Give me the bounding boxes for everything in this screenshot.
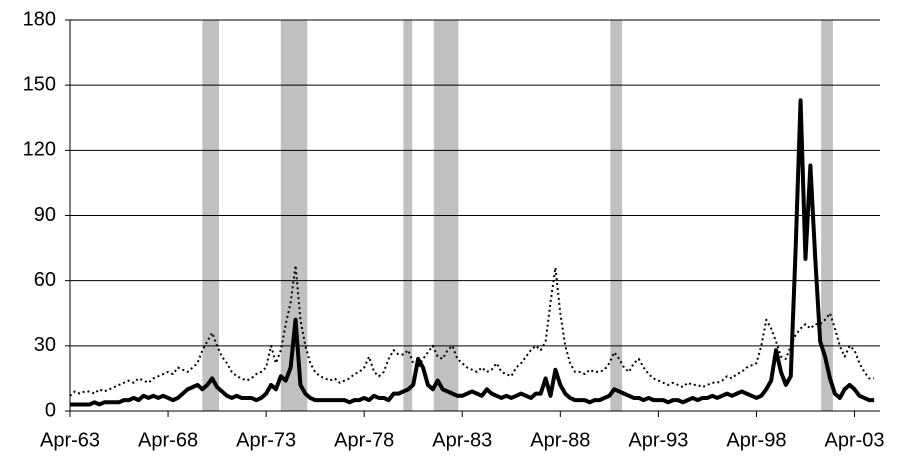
x-tick-label: Apr-78 — [334, 429, 394, 451]
x-tick-label: Apr-88 — [530, 429, 590, 451]
series-line — [70, 98, 875, 407]
x-tick-label: Apr-68 — [138, 429, 198, 451]
y-tick-label: 120 — [23, 139, 56, 161]
y-tick-label: 0 — [45, 399, 56, 421]
y-tick-label: 180 — [23, 8, 56, 30]
y-tick-label: 90 — [34, 204, 56, 226]
x-tick-label: Apr-73 — [236, 429, 296, 451]
x-tick-label: Apr-98 — [726, 429, 786, 451]
x-tick-label: Apr-93 — [628, 429, 688, 451]
series-line — [69, 264, 875, 397]
x-tick-label: Apr-63 — [40, 429, 100, 451]
y-tick-label: 30 — [34, 334, 56, 356]
y-tick-label: 150 — [23, 73, 56, 95]
x-tick-label: Apr-83 — [432, 429, 492, 451]
y-tick-label: 60 — [34, 269, 56, 291]
x-tick-label: Apr-03 — [824, 429, 884, 451]
